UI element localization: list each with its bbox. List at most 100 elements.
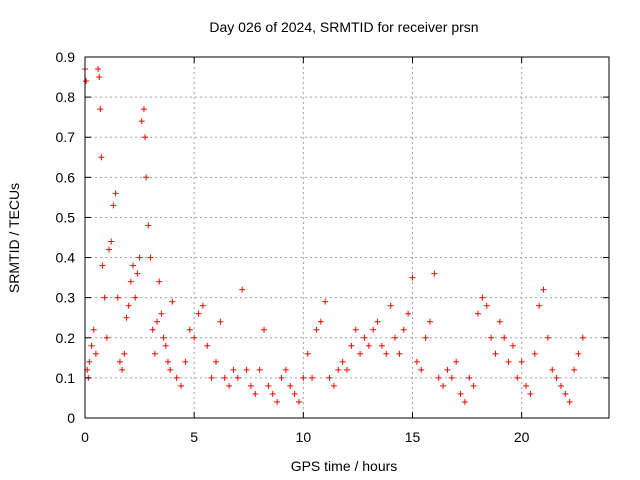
data-point <box>518 358 525 365</box>
data-point <box>466 374 473 381</box>
data-point <box>448 374 455 381</box>
data-point <box>158 310 165 317</box>
data-point <box>204 342 211 349</box>
data-point <box>295 398 302 405</box>
data-point <box>461 398 468 405</box>
y-tick-label: 0.7 <box>56 129 76 145</box>
data-point <box>488 334 495 341</box>
y-axis-label: SRMTID / TECUs <box>6 183 22 293</box>
data-point <box>557 382 564 389</box>
data-point <box>98 154 105 161</box>
data-point <box>160 334 167 341</box>
x-axis-label: GPS time / hours <box>291 458 398 474</box>
data-point <box>208 374 215 381</box>
data-point <box>199 302 206 309</box>
y-tick-label: 0.9 <box>56 49 76 65</box>
data-point <box>326 374 333 381</box>
data-point <box>344 366 350 373</box>
data-point <box>313 326 320 333</box>
data-point <box>470 382 477 389</box>
data-point <box>186 326 193 333</box>
x-tick-label: 15 <box>405 429 421 445</box>
data-point <box>374 318 381 325</box>
data-point <box>173 374 180 381</box>
data-point <box>106 246 113 253</box>
data-point <box>431 270 438 277</box>
data-point <box>265 382 272 389</box>
data-point <box>261 326 268 333</box>
data-point <box>256 366 263 373</box>
y-tick-label: 0.2 <box>56 330 76 346</box>
data-point <box>575 350 582 357</box>
data-point <box>422 334 429 341</box>
data-point <box>132 294 139 301</box>
grid <box>85 57 609 418</box>
data-point <box>162 342 169 349</box>
data-point <box>365 342 372 349</box>
data-point <box>566 398 573 405</box>
data-point <box>154 318 161 325</box>
data-point <box>440 382 447 389</box>
data-point <box>348 342 355 349</box>
data-point <box>282 366 289 373</box>
data-point <box>167 366 174 373</box>
y-tick-label: 0.4 <box>56 250 76 266</box>
chart-title: Day 026 of 2024, SRMTID for receiver prs… <box>209 19 478 35</box>
y-tick-label: 0.3 <box>56 290 76 306</box>
data-point <box>300 374 307 381</box>
data-point <box>136 254 143 261</box>
data-point <box>156 278 163 285</box>
data-point <box>322 298 329 305</box>
data-point <box>83 78 90 85</box>
data-point <box>492 350 499 357</box>
data-point <box>213 358 219 365</box>
data-point <box>191 334 198 341</box>
data-point <box>110 202 117 209</box>
data-point <box>509 342 516 349</box>
data-point <box>531 350 538 357</box>
data-point <box>226 382 233 389</box>
plot-frame <box>84 56 610 419</box>
data-point <box>230 366 237 373</box>
data-point <box>151 350 158 357</box>
data-point <box>536 302 543 309</box>
data-point <box>96 74 103 81</box>
data-point <box>86 358 93 365</box>
data-point <box>409 274 416 281</box>
data-point <box>287 382 294 389</box>
data-point <box>140 106 147 113</box>
data-point <box>143 174 150 181</box>
data-point <box>475 310 481 317</box>
data-point <box>523 382 530 389</box>
data-point <box>127 278 134 285</box>
y-tick-label: 0.6 <box>56 169 76 185</box>
data-point <box>195 310 202 317</box>
data-point <box>269 390 276 397</box>
data-point <box>562 390 569 397</box>
data-point <box>169 298 176 305</box>
x-tick-label: 0 <box>81 429 89 445</box>
data-point <box>457 390 464 397</box>
data-point <box>164 358 171 365</box>
data-point <box>125 302 132 309</box>
data-point <box>418 366 425 373</box>
data-point <box>116 358 123 365</box>
data-point <box>501 334 508 341</box>
data-point <box>571 366 578 373</box>
y-tick-label: 0.5 <box>56 209 76 225</box>
x-tick-label: 5 <box>190 429 198 445</box>
data-point <box>378 342 385 349</box>
data-point <box>121 350 128 357</box>
data-point <box>483 302 490 309</box>
data-point <box>361 334 368 341</box>
y-tick-label: 0 <box>67 410 75 426</box>
data-point <box>88 342 95 349</box>
data-point <box>101 294 108 301</box>
data-point <box>247 382 254 389</box>
data-point <box>114 294 121 301</box>
data-point <box>130 262 137 269</box>
data-point <box>352 326 359 333</box>
data-point <box>553 374 560 381</box>
